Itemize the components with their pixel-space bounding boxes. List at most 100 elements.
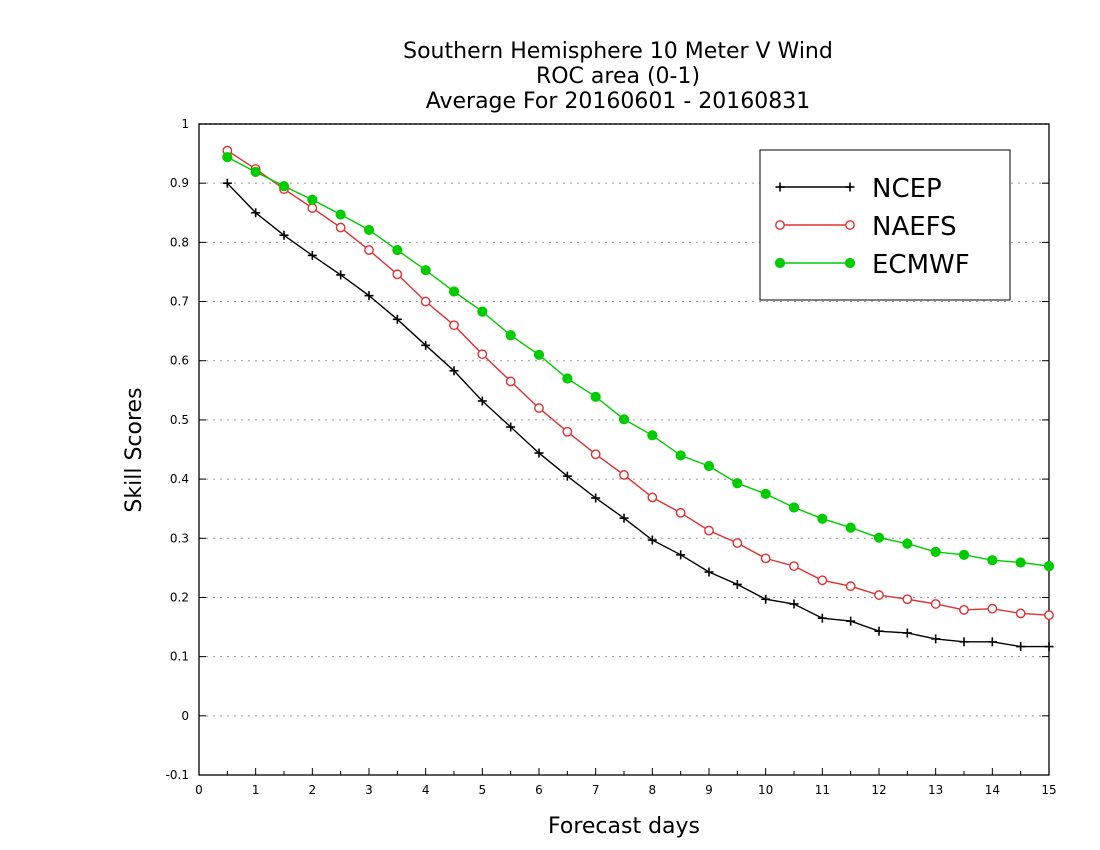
series-layer — [222, 145, 1055, 652]
x-tick-label: 15 — [1041, 783, 1056, 797]
chart-title-line: Average For 20160601 - 20160831 — [426, 89, 811, 114]
data-point-ncep — [591, 493, 601, 503]
data-point-naefs — [562, 426, 573, 437]
data-point-ecmwf — [732, 478, 743, 489]
data-point-ecmwf — [307, 194, 318, 205]
y-tick-label: 0.7 — [170, 295, 189, 309]
data-point-ecmwf — [533, 349, 545, 360]
data-point-ncep — [364, 291, 374, 301]
data-point-naefs — [675, 507, 686, 518]
y-tick-label: 0.2 — [170, 590, 189, 604]
x-tick-label: 1 — [252, 783, 260, 797]
gridlines — [199, 123, 1049, 717]
data-point-ecmwf — [817, 513, 828, 524]
data-point-naefs — [392, 269, 403, 280]
data-point-ncep — [222, 178, 232, 188]
data-point-naefs — [874, 590, 884, 600]
legend-marker-ecmwf — [844, 257, 856, 269]
data-point-ncep — [902, 628, 912, 638]
data-point-ncep — [959, 637, 969, 647]
x-tick-label: 2 — [309, 783, 317, 797]
x-tick-label: 13 — [928, 783, 943, 797]
data-point-naefs — [760, 553, 771, 564]
data-point-ecmwf — [873, 532, 885, 543]
data-point-ecmwf — [902, 538, 913, 549]
series-naefs — [222, 145, 1054, 621]
x-tick-label: 6 — [535, 783, 543, 797]
data-point-ncep — [817, 613, 827, 623]
data-point-ncep — [307, 250, 317, 260]
y-tick-label: 0.1 — [170, 650, 189, 664]
data-point-naefs — [732, 538, 743, 548]
data-point-naefs — [930, 599, 941, 609]
x-tick-label: 3 — [365, 783, 373, 797]
x-tick-label: 9 — [705, 783, 713, 797]
data-point-ncep — [647, 535, 657, 545]
legend-label-naefs: NAEFS — [872, 212, 957, 242]
data-point-naefs — [845, 581, 856, 592]
data-point-ncep — [336, 270, 346, 280]
y-tick-label: 0.4 — [170, 472, 189, 486]
data-point-ecmwf — [647, 430, 658, 441]
x-tick-label: 11 — [815, 783, 830, 797]
data-point-ecmwf — [760, 488, 771, 499]
legend: NCEP NAEFS ECMWF — [759, 149, 1011, 301]
data-point-naefs — [902, 594, 913, 605]
data-point-naefs — [619, 470, 629, 480]
y-axis-label: Skill Scores — [122, 387, 147, 512]
data-point-naefs — [449, 320, 459, 331]
legend-marker-naefs — [845, 220, 855, 230]
series-line-ncep — [226, 182, 1049, 648]
data-point-ncep — [1044, 642, 1054, 652]
axis-ticks: 0 1 2 3 4 5 6 7 8 9 10 11 12 13 14 15-0.100.10.20.30.40… — [166, 117, 1057, 797]
data-point-ncep — [704, 567, 714, 577]
x-tick-label: 4 — [422, 783, 430, 797]
legend-marker-ncep — [775, 182, 785, 192]
data-point-ecmwf — [392, 244, 403, 256]
y-tick-label: 0.3 — [170, 531, 189, 545]
data-point-ecmwf — [278, 181, 290, 192]
data-point-ncep — [987, 637, 997, 647]
data-point-ecmwf — [363, 224, 375, 236]
data-point-naefs — [1044, 610, 1054, 621]
data-point-ncep — [619, 513, 629, 523]
chart-title-line: Southern Hemisphere 10 Meter V Wind — [403, 39, 833, 64]
data-point-ecmwf — [590, 391, 601, 402]
x-tick-label: 7 — [592, 783, 600, 797]
data-point-ecmwf — [958, 549, 970, 560]
data-point-naefs — [959, 604, 969, 615]
x-tick-label: 8 — [649, 783, 657, 797]
data-point-ecmwf — [788, 502, 800, 513]
data-point-ecmwf — [335, 209, 346, 220]
data-point-ecmwf — [987, 555, 998, 566]
x-tick-label: 12 — [871, 783, 886, 797]
legend-label-ncep: NCEP — [872, 174, 942, 204]
data-point-ecmwf — [703, 460, 715, 472]
data-point-naefs — [335, 222, 346, 233]
y-tick-label: 0.9 — [170, 176, 189, 190]
legend-label-ecmwf: ECMWF — [872, 250, 970, 280]
data-point-ncep — [676, 550, 686, 560]
data-point-naefs — [789, 561, 799, 571]
y-tick-label: 1 — [181, 117, 189, 131]
data-point-naefs — [987, 603, 998, 614]
legend-marker-naefs — [775, 220, 785, 230]
data-point-ncep — [279, 230, 289, 240]
data-point-naefs — [534, 403, 544, 413]
series-ncep — [222, 178, 1054, 652]
data-point-ncep — [477, 396, 487, 406]
data-point-naefs — [704, 525, 714, 536]
data-point-naefs — [590, 449, 601, 460]
data-point-ecmwf — [420, 265, 431, 276]
data-point-ecmwf — [477, 306, 488, 317]
series-ecmwf — [222, 152, 1055, 572]
data-point-ecmwf — [930, 546, 941, 557]
data-point-ncep — [789, 599, 799, 609]
data-point-ecmwf — [222, 152, 233, 163]
data-point-ncep — [392, 314, 402, 324]
data-point-ncep — [874, 626, 884, 636]
data-point-ncep — [732, 579, 742, 589]
data-point-ecmwf — [675, 450, 686, 461]
data-point-ncep — [449, 366, 459, 376]
